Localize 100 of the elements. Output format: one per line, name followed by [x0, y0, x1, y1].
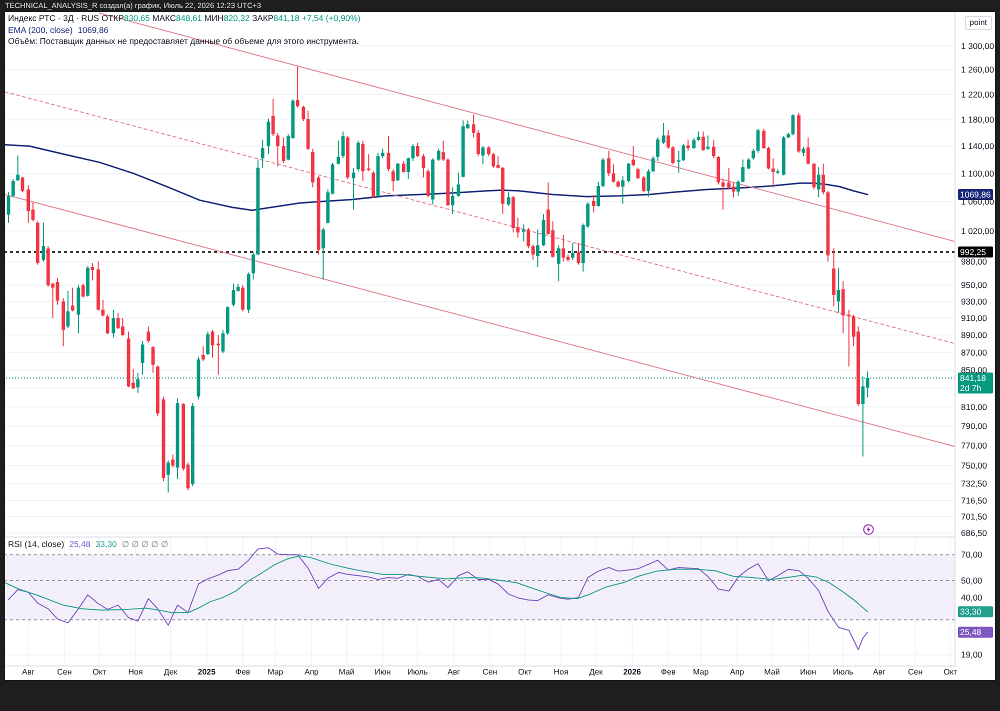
candlestick — [416, 142, 420, 158]
candlestick — [472, 114, 476, 138]
candlestick — [666, 130, 670, 150]
candlestick — [302, 105, 306, 122]
x-tick-label: 2025 — [198, 668, 216, 677]
candlestick — [752, 148, 756, 160]
y-tick-label: 1 260,00 — [961, 64, 994, 75]
x-tick-label: Окт — [518, 668, 532, 677]
candlestick — [252, 252, 255, 280]
candlestick — [771, 158, 775, 188]
candlestick — [260, 140, 264, 168]
ref-line-label: 841,18 — [960, 373, 986, 384]
candlestick — [626, 162, 630, 183]
x-tick-label: Мар — [268, 668, 284, 677]
y-tick-label: 950,00 — [961, 280, 988, 290]
x-tick-label: Дек — [589, 668, 604, 677]
candlestick — [456, 172, 460, 198]
x-tick-label: Авг — [448, 668, 460, 677]
candlestick — [712, 140, 716, 159]
candlestick — [671, 146, 675, 165]
candlestick — [727, 167, 731, 190]
y-tick-label: 910,00 — [961, 313, 988, 324]
candlestick — [271, 98, 275, 137]
text: 1069,86 — [78, 24, 108, 34]
y-tick-label: 1 180,00 — [961, 114, 994, 125]
candlestick — [241, 284, 244, 312]
x-tick-label: Июн — [374, 668, 391, 677]
candlestick — [396, 162, 400, 182]
candlestick — [422, 154, 426, 178]
y-tick-label: 980,00 — [961, 256, 988, 266]
y-tick-label: 70,00 — [961, 550, 983, 560]
candlestick — [702, 131, 705, 152]
x-tick-label: Сен — [57, 668, 72, 677]
y-tick-label: 716,50 — [961, 495, 988, 506]
candlestick — [806, 136, 810, 165]
text: 25,48 — [69, 538, 90, 548]
x-tick-label: Сен — [482, 668, 498, 677]
annotation: ∅ ∅ ∅ ∅ ∅ — [122, 538, 168, 548]
candlestick — [282, 136, 286, 164]
candlestick — [90, 262, 94, 281]
candlestick — [476, 130, 480, 157]
x-tick-label: Окт — [92, 668, 106, 677]
x-tick-label: Ноя — [128, 668, 143, 677]
candlestick — [106, 314, 110, 335]
y-tick-label: 701,50 — [961, 512, 988, 522]
candlestick — [646, 168, 650, 198]
candlestick — [406, 157, 410, 180]
candlestick — [481, 146, 485, 165]
candlestick — [146, 326, 150, 344]
y-tick-label: 770,00 — [961, 440, 988, 450]
x-tick-label: 2026 — [623, 668, 642, 677]
candlestick — [81, 283, 85, 298]
candlestick — [296, 66, 300, 108]
text: EMA (200, close) — [8, 24, 73, 34]
y-tick-label: 810,00 — [961, 402, 988, 412]
candlestick — [322, 227, 325, 280]
x-tick-label: Июн — [800, 668, 816, 677]
x-tick-label: Авг — [22, 668, 35, 677]
x-tick-label: Окт — [944, 668, 958, 677]
x-tick-label: Июль — [407, 668, 428, 677]
candlestick — [101, 299, 105, 317]
line-series — [5, 144, 868, 212]
text: 2d 7h — [960, 383, 982, 394]
candlestick — [836, 267, 840, 314]
candlestick — [636, 167, 640, 180]
ref-line-label: 992,25 — [960, 246, 986, 257]
candlestick — [696, 131, 700, 142]
candlestick — [210, 329, 214, 358]
candlestick — [442, 140, 445, 162]
y-tick-label: 40,00 — [961, 592, 983, 603]
candlestick — [66, 290, 70, 329]
candlestick — [682, 144, 686, 162]
candlestick — [216, 334, 220, 376]
candlestick — [692, 138, 696, 150]
x-tick-label: Фев — [660, 668, 676, 677]
y-tick-label: 850,00 — [961, 365, 988, 376]
candlestick — [686, 138, 690, 152]
x-tick-label: Апр — [730, 668, 745, 677]
x-tick-label: Авг — [872, 668, 886, 677]
y-tick-label: 19,00 — [961, 650, 983, 660]
candlestick — [276, 132, 280, 167]
annotation: Объём: Поставщик данных не предоставляет данные об объеме для этого инструмента. — [8, 36, 359, 46]
candlestick — [736, 180, 740, 196]
y-tick-label: 1 100,00 — [961, 168, 994, 178]
y-tick-label: 930,00 — [961, 296, 988, 306]
candlestick — [206, 331, 210, 356]
y-tick-label: 750,00 — [961, 460, 988, 471]
candlestick — [336, 140, 340, 165]
y-tick-label: 1 220,00 — [961, 89, 994, 100]
candlestick — [556, 244, 560, 282]
candlestick — [450, 186, 454, 214]
x-tick-label: Мар — [693, 668, 710, 677]
candlestick — [662, 122, 666, 145]
x-tick-label: Май — [764, 668, 780, 677]
y-axis-title: point — [964, 16, 992, 30]
candlestick — [166, 460, 170, 494]
x-tick-label: Дек — [164, 668, 178, 677]
candlestick — [642, 176, 646, 193]
candlestick — [380, 148, 384, 159]
y-tick-label: 890,00 — [961, 330, 988, 340]
